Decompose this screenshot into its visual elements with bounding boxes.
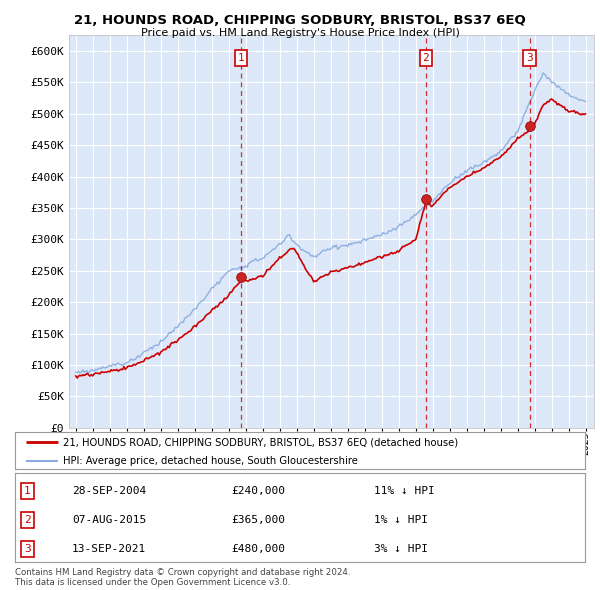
Text: 3% ↓ HPI: 3% ↓ HPI <box>374 545 428 554</box>
Text: 11% ↓ HPI: 11% ↓ HPI <box>374 486 435 496</box>
Text: 1: 1 <box>24 486 31 496</box>
Text: 21, HOUNDS ROAD, CHIPPING SODBURY, BRISTOL, BS37 6EQ (detached house): 21, HOUNDS ROAD, CHIPPING SODBURY, BRIST… <box>64 437 458 447</box>
Text: 3: 3 <box>526 53 533 63</box>
Text: 3: 3 <box>24 545 31 554</box>
Text: HPI: Average price, detached house, South Gloucestershire: HPI: Average price, detached house, Sout… <box>64 456 358 466</box>
Text: Contains HM Land Registry data © Crown copyright and database right 2024.: Contains HM Land Registry data © Crown c… <box>15 568 350 576</box>
Text: 28-SEP-2004: 28-SEP-2004 <box>72 486 146 496</box>
Text: 1: 1 <box>238 53 245 63</box>
Text: 21, HOUNDS ROAD, CHIPPING SODBURY, BRISTOL, BS37 6EQ: 21, HOUNDS ROAD, CHIPPING SODBURY, BRIST… <box>74 14 526 27</box>
Text: 1% ↓ HPI: 1% ↓ HPI <box>374 515 428 525</box>
Text: 07-AUG-2015: 07-AUG-2015 <box>72 515 146 525</box>
Text: This data is licensed under the Open Government Licence v3.0.: This data is licensed under the Open Gov… <box>15 578 290 587</box>
Text: £365,000: £365,000 <box>232 515 286 525</box>
Text: 13-SEP-2021: 13-SEP-2021 <box>72 545 146 554</box>
Text: 2: 2 <box>24 515 31 525</box>
Text: £240,000: £240,000 <box>232 486 286 496</box>
Text: Price paid vs. HM Land Registry's House Price Index (HPI): Price paid vs. HM Land Registry's House … <box>140 28 460 38</box>
Text: £480,000: £480,000 <box>232 545 286 554</box>
Text: 2: 2 <box>422 53 429 63</box>
